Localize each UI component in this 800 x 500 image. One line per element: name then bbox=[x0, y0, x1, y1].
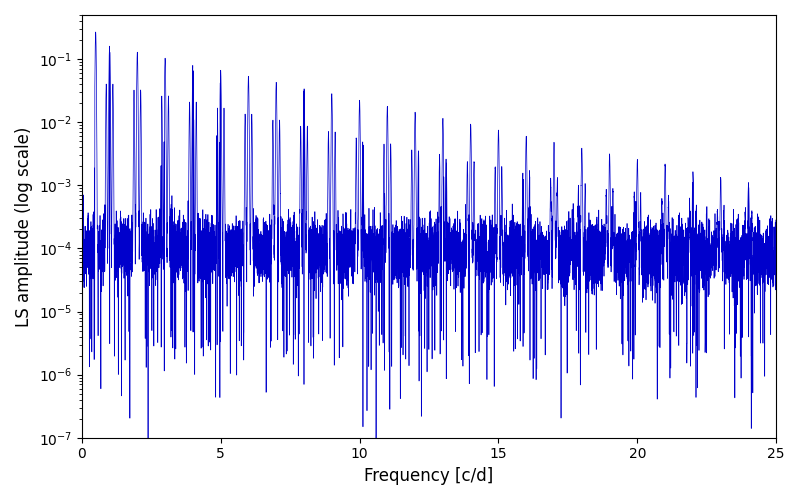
X-axis label: Frequency [c/d]: Frequency [c/d] bbox=[364, 467, 494, 485]
Y-axis label: LS amplitude (log scale): LS amplitude (log scale) bbox=[15, 126, 33, 326]
